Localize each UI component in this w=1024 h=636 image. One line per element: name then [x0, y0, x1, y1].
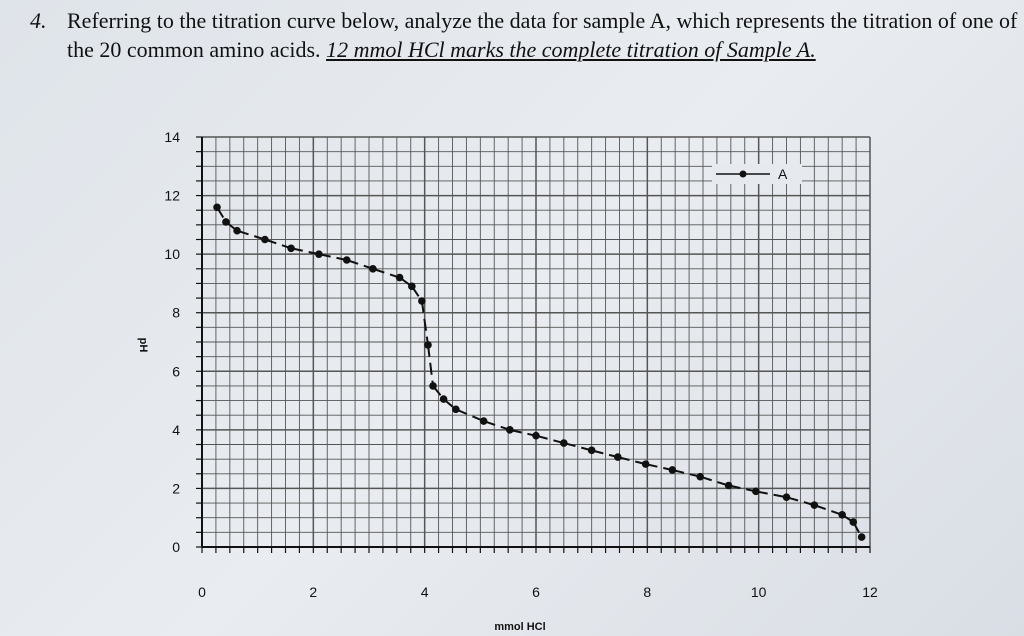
- series-segment: [318, 253, 347, 261]
- series-segment: [290, 247, 320, 256]
- x-axis-label: mmol HCl: [494, 621, 545, 633]
- y-tick-label: 4: [172, 422, 180, 438]
- y-tick-label: 0: [172, 539, 180, 555]
- tick-labels: 0 2 4 6 8 10 12 0 2 4 6 8 10 12 14: [164, 129, 878, 600]
- series-segment: [455, 408, 485, 422]
- data-point: [439, 395, 448, 403]
- x-tick-label: 6: [532, 584, 540, 600]
- series-segment: [264, 238, 292, 250]
- y-tick-label: 10: [164, 246, 180, 262]
- data-point: [857, 533, 866, 541]
- data-point: [408, 282, 416, 291]
- question-text: Referring to the titration curve below, …: [67, 8, 1018, 62]
- question: 4. Referring to the titration curve belo…: [30, 6, 1020, 64]
- x-tick-label: 4: [421, 584, 429, 600]
- legend-label: A: [778, 166, 788, 182]
- data-point: [315, 250, 323, 258]
- data-point: [810, 501, 819, 509]
- data-point: [342, 256, 351, 264]
- data-point: [560, 439, 568, 447]
- x-tick-label: 0: [198, 584, 206, 600]
- data-point: [532, 431, 540, 440]
- y-axis-label: pH: [137, 338, 149, 353]
- series-segment: [814, 504, 843, 516]
- data-point: [614, 453, 622, 461]
- series-segment: [509, 428, 537, 437]
- data-point: [452, 405, 460, 414]
- data-point: [261, 235, 269, 244]
- x-tick-label: 8: [643, 584, 651, 600]
- series-segment: [672, 469, 701, 478]
- series-segment: [755, 490, 787, 499]
- series-segment: [372, 267, 400, 279]
- series-segment: [728, 484, 757, 493]
- data-point: [641, 460, 650, 468]
- series-segment: [427, 344, 435, 387]
- y-tick-label: 2: [172, 480, 180, 496]
- data-point: [418, 297, 426, 305]
- legend: A: [712, 164, 802, 184]
- data-point: [849, 518, 858, 526]
- data-point: [587, 446, 596, 455]
- data-point: [479, 417, 488, 425]
- y-tick-label: 14: [164, 129, 180, 145]
- data-point: [395, 273, 404, 282]
- series-segment: [617, 456, 646, 466]
- series-segment: [236, 229, 266, 241]
- series-segment: [699, 475, 729, 487]
- data-point: [838, 510, 846, 519]
- series-segment: [645, 463, 673, 471]
- series-segment: [483, 420, 511, 431]
- x-tick-label: 12: [862, 584, 878, 600]
- data-point: [213, 203, 221, 212]
- data-point: [696, 472, 705, 481]
- data-point: [222, 218, 230, 226]
- x-tick-label: 2: [309, 584, 317, 600]
- series-segment: [563, 442, 592, 452]
- y-tick-label: 8: [172, 305, 180, 321]
- question-emphasis: 12 mmol HCl marks the complete titration…: [326, 37, 816, 62]
- data-point: [424, 341, 432, 349]
- data-point: [369, 264, 377, 273]
- data-point: [752, 487, 760, 496]
- grid: [196, 136, 871, 553]
- data-point: [724, 481, 733, 490]
- data-point: [668, 466, 677, 474]
- series-segment: [591, 449, 619, 459]
- x-tick-label: 10: [751, 584, 767, 600]
- series-a: [213, 203, 866, 541]
- data-point: [506, 426, 514, 434]
- data-point: [429, 382, 437, 390]
- series-segment: [535, 434, 565, 445]
- y-tick-label: 6: [172, 363, 180, 379]
- data-point: [782, 493, 791, 502]
- series-segment: [786, 496, 815, 507]
- legend-marker: [739, 170, 747, 178]
- data-point: [287, 244, 295, 253]
- series-segment: [346, 259, 374, 270]
- y-tick-label: 12: [164, 188, 180, 204]
- data-point: [233, 226, 241, 235]
- series-segment: [420, 300, 429, 346]
- question-number: 4.: [30, 8, 47, 33]
